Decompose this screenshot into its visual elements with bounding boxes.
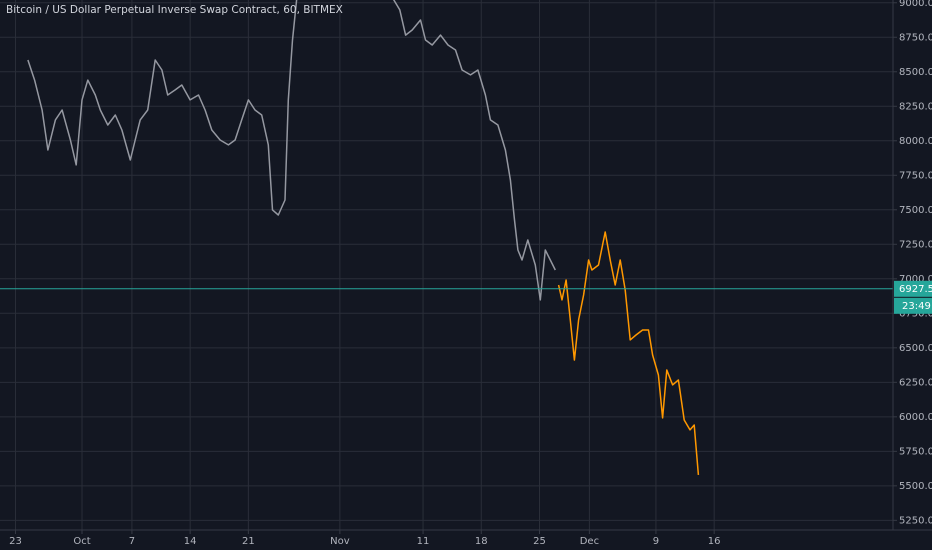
- x-tick-label: Dec: [580, 536, 599, 547]
- y-tick-label: 9000.0: [899, 0, 932, 9]
- y-tick-label: 8000.0: [899, 136, 932, 147]
- plot-area: [0, 0, 893, 475]
- y-tick-label: 5750.0: [899, 446, 932, 457]
- countdown-box: [894, 297, 932, 314]
- y-tick-label: 7000.0: [899, 274, 932, 285]
- chart-title: Bitcoin / US Dollar Perpetual Inverse Sw…: [6, 4, 343, 16]
- axes: 9000.0 8750.0 8500.0 8250.0 8000.0 7750.0 7500…: [9, 0, 932, 547]
- current-price-box: [894, 280, 932, 297]
- y-tick-label: 5250.0: [899, 515, 932, 526]
- price-line: [27, 0, 556, 301]
- x-tick-label: Oct: [73, 536, 90, 547]
- y-tick-label: 5500.0: [899, 481, 932, 492]
- current-price-label: 6927.5: [899, 284, 932, 295]
- x-tick-label: 14: [184, 536, 197, 547]
- x-tick-label: 11: [417, 536, 430, 547]
- y-tick-label: 7750.0: [899, 170, 932, 181]
- y-tick-label: 8250.0: [899, 101, 932, 112]
- y-tick-label: 7250.0: [899, 239, 932, 250]
- x-tick-label: 23: [9, 536, 22, 547]
- grid: [0, 0, 893, 530]
- y-tick-label: 7500.0: [899, 205, 932, 216]
- x-tick-label: 16: [708, 536, 721, 547]
- x-tick-label: 9: [653, 536, 659, 547]
- price-line: [557, 231, 700, 475]
- y-tick-label: 6250.0: [899, 377, 932, 388]
- x-tick-label: 21: [242, 536, 255, 547]
- y-tick-label: 8750.0: [899, 32, 932, 43]
- countdown-label: 23:49: [902, 301, 931, 312]
- y-tick-label: 6500.0: [899, 343, 932, 354]
- y-tick-label: 8500.0: [899, 67, 932, 78]
- x-tick-label: Nov: [330, 536, 350, 547]
- x-tick-label: 7: [129, 536, 135, 547]
- y-tick-label: 6000.0: [899, 412, 932, 423]
- x-tick-label: 18: [475, 536, 488, 547]
- x-tick-label: 25: [533, 536, 546, 547]
